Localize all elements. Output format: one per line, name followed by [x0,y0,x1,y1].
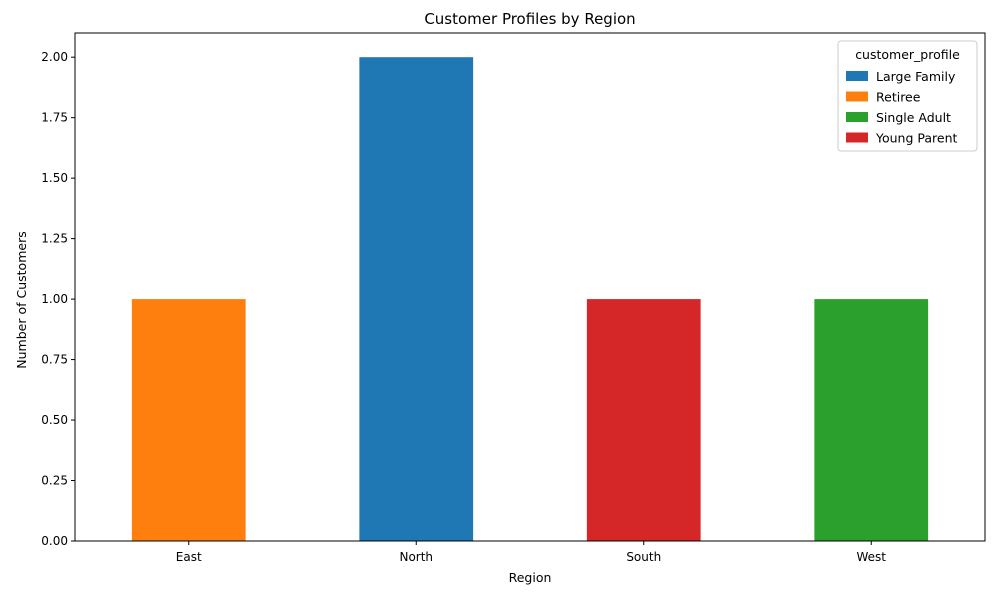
legend-swatch [846,112,868,122]
legend-swatch [846,71,868,81]
legend-swatch [846,91,868,102]
x-tick-label: West [856,550,886,564]
y-tick-label: 1.00 [41,292,68,306]
legend-box [837,40,978,152]
bar-south-young-parent [586,299,701,541]
x-axis-label: Region [509,570,552,585]
x-tick-label: East [176,550,202,564]
y-tick-label: 1.75 [41,111,68,125]
y-tick-label: 0.75 [41,353,68,367]
chart-title: Customer Profiles by Region [424,10,635,28]
y-tick-label: 1.50 [41,171,68,185]
legend-entry: Retiree [876,90,921,105]
x-tick-label: South [626,550,661,564]
x-axis: East North South West [176,541,886,564]
y-axis: 0.00 0.25 0.50 0.75 1.00 1.25 1.50 1.75 2.00 [41,50,75,548]
x-tick-label: North [399,550,433,564]
y-tick-label: 0.50 [41,413,68,427]
y-axis-label: Number of Customers [14,231,29,368]
y-tick-label: 1.25 [41,232,68,246]
y-tick-label: 2.00 [41,50,68,64]
legend-swatch [846,132,868,143]
legend: customer_profile Large Family Retiree Singl… [837,40,978,152]
y-tick-label: 0.00 [41,534,68,548]
legend-title: customer_profile [855,47,960,62]
bar-east-retiree [131,299,246,541]
legend-entry: Single Adult [876,110,951,125]
bar-north-large-family [359,57,474,541]
legend-entry: Large Family [876,69,956,84]
legend-entry: Young Parent [875,131,957,146]
plot-area [74,32,986,542]
plot-frame [74,32,986,542]
y-tick-label: 0.25 [41,474,68,488]
bar-west-single-adult [814,299,929,541]
